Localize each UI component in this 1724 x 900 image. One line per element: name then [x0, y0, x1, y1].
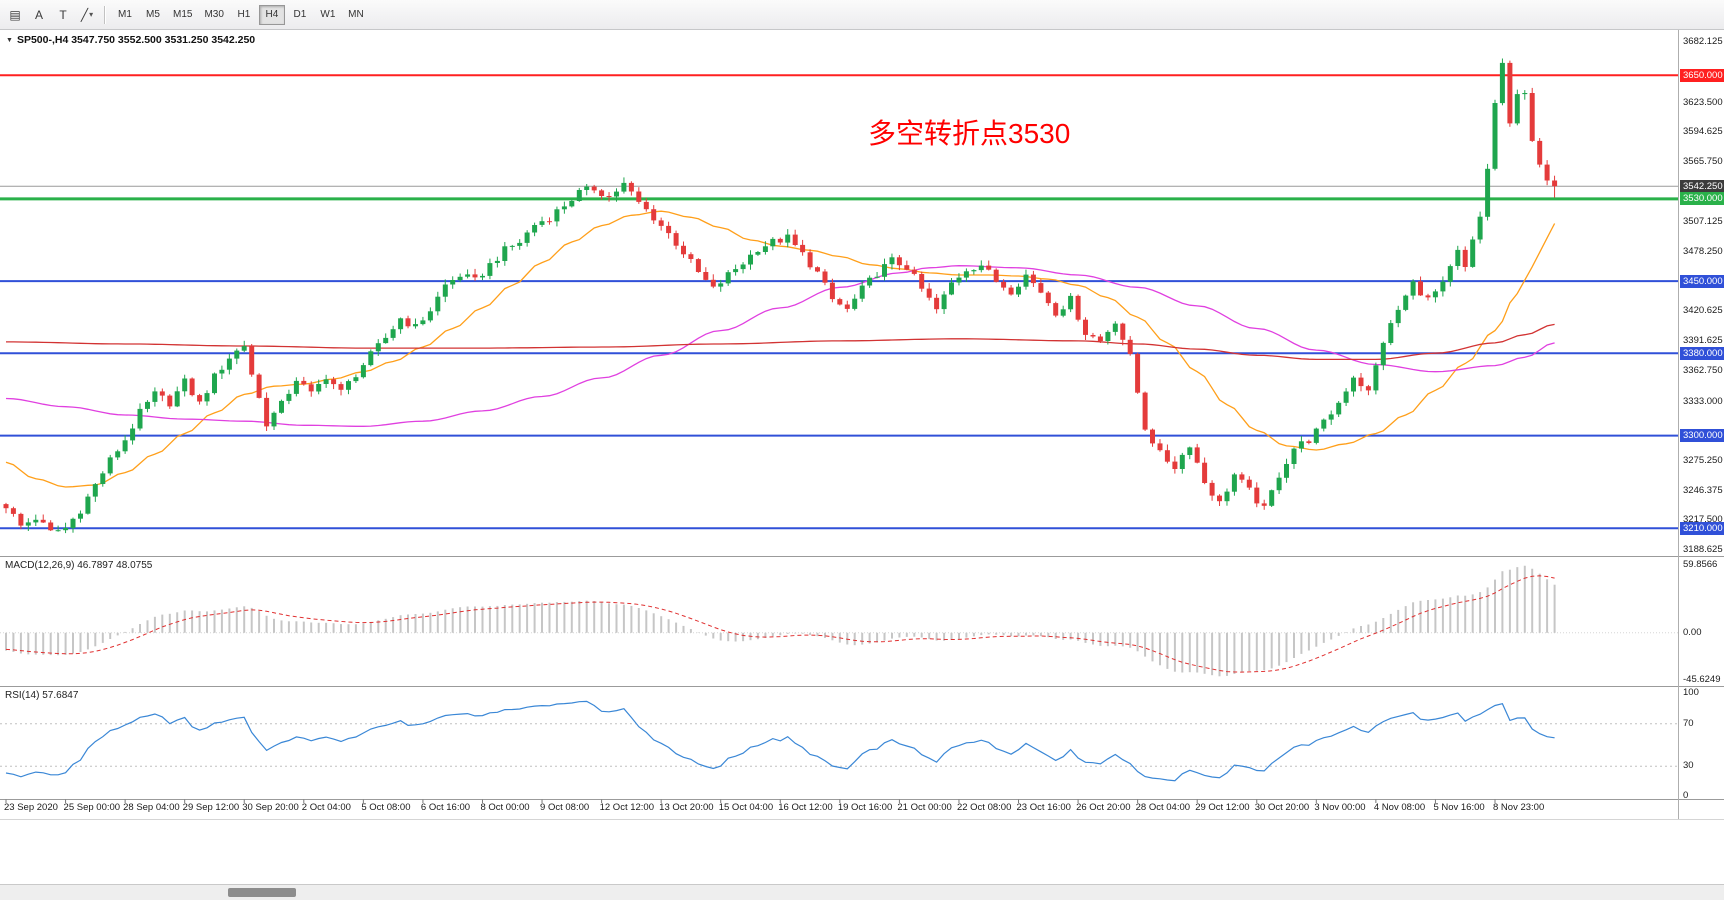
timeframe-H4-button[interactable]: H4	[258, 4, 285, 25]
moving-averages-layer	[5, 210, 1556, 488]
timeframe-buttons-group: M1 M5 M15 M30 H1 H4 D1 W1 MN	[112, 4, 369, 25]
tool-buttons-group: ▤ A T ╱ ▾	[4, 4, 98, 26]
toolbar-separator	[104, 5, 106, 24]
trendline-tools-icon: ╱	[80, 7, 89, 22]
text-tool-button[interactable]: T	[52, 4, 74, 26]
symbol-ohlc-text: SP500-,H4 3547.750 3552.500 3531.250 354…	[16, 34, 256, 46]
charts-grid-button[interactable]: ▤	[4, 4, 26, 26]
timeframe-M5-button[interactable]: M5	[140, 5, 166, 25]
chart-annotation-text: 多空转折点3530	[868, 118, 1071, 149]
candles-layer	[3, 58, 1558, 534]
trendline-tools-button[interactable]: ╱ ▾	[76, 4, 98, 26]
cursor-tool-icon: A	[34, 7, 43, 22]
charts-grid-icon: ▤	[9, 7, 21, 22]
caret-down-icon: ▾	[89, 10, 94, 19]
scrollbar-thumb[interactable]	[228, 888, 296, 897]
timeframe-W1-button[interactable]: W1	[315, 5, 341, 25]
text-tool-icon: T	[59, 7, 67, 22]
cursor-tool-button[interactable]: A	[28, 4, 50, 26]
timeframe-D1-button[interactable]: D1	[287, 5, 313, 25]
timeframe-M15-button[interactable]: M15	[168, 5, 197, 25]
macd-signal-line	[5, 575, 1555, 673]
horizontal-lines-layer	[0, 74, 1678, 530]
rsi-layer	[0, 700, 1678, 782]
timeframe-H1-button[interactable]: H1	[231, 5, 257, 25]
macd-indicator-label: MACD(12,26,9) 46.7897 48.0755	[5, 560, 153, 571]
horizontal-scrollbar[interactable]	[0, 884, 1724, 900]
timeframe-MN-button[interactable]: MN	[343, 5, 369, 25]
ma-red-line[interactable]	[6, 323, 1555, 361]
symbol-ohlc-line: ▼ SP500-,H4 3547.750 3552.500 3531.250 3…	[6, 34, 255, 46]
timeframe-M30-button[interactable]: M30	[199, 5, 228, 25]
rsi-line	[5, 700, 1555, 782]
frame-layer	[0, 30, 1724, 820]
rsi-indicator-label: RSI(14) 57.6847	[5, 690, 79, 701]
macd-layer	[0, 565, 1678, 677]
timeframe-M1-button[interactable]: M1	[112, 5, 138, 25]
toolbar: ▤ A T ╱ ▾ M1 M5 M15 M30 H1 H4 D1 W1 MN	[0, 0, 1724, 30]
ma-orange-line[interactable]	[5, 210, 1556, 488]
symbol-caret-icon: ▼	[6, 36, 13, 44]
